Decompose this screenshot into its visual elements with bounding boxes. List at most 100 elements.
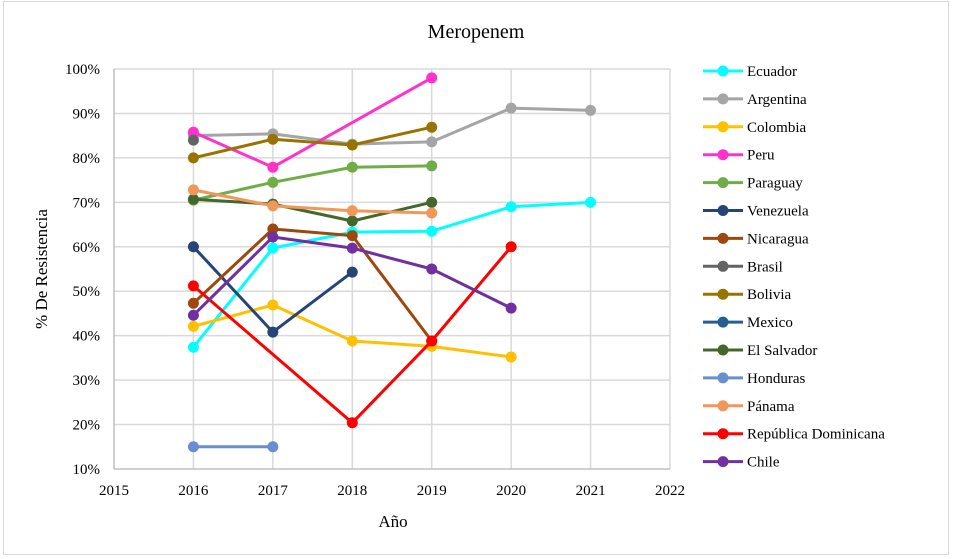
data-point (426, 335, 438, 347)
data-point (426, 207, 438, 219)
series-line (193, 125, 433, 160)
legend-label: Venezuela (747, 204, 809, 220)
legend-label: Mexico (747, 315, 793, 331)
legend-marker (717, 456, 729, 468)
legend-item: Brasil (703, 259, 783, 275)
y-tick-label: 80% (73, 151, 101, 167)
data-point (187, 309, 199, 321)
legend-item: Ecuador (703, 64, 797, 80)
data-point (346, 215, 358, 227)
data-point (187, 126, 199, 138)
legend-label: El Salvador (747, 343, 817, 359)
data-point (426, 72, 438, 84)
data-point (505, 241, 517, 253)
series-line (192, 245, 513, 425)
series-chile (187, 231, 517, 321)
x-tick-label: 2018 (337, 483, 367, 499)
legend-marker (717, 93, 729, 105)
y-tick-label: 60% (73, 240, 101, 256)
legend-marker (717, 177, 729, 189)
legend-item: Argentina (703, 92, 807, 108)
data-point (346, 335, 358, 347)
legend-marker (717, 288, 729, 300)
legend: Ecuador Argentina Colombia Peru Paraguay Vene… (703, 64, 885, 471)
legend-marker (717, 344, 729, 356)
data-point (346, 161, 358, 173)
data-point (346, 139, 358, 151)
data-point (267, 242, 279, 254)
y-tick-label: 70% (73, 195, 101, 211)
y-tick-label: 90% (73, 106, 101, 122)
data-point (505, 351, 517, 363)
data-point (585, 196, 597, 208)
y-tick-labels: 10% 20% 30% 40% 50% 60% 70% 80% 90% 100% (65, 62, 100, 478)
data-point (346, 230, 358, 242)
data-point (187, 241, 199, 253)
series-peru (187, 72, 438, 173)
legend-marker (717, 428, 729, 440)
legend-marker (717, 65, 729, 77)
series-el-salvador (187, 193, 438, 227)
legend-label: Nicaragua (747, 231, 809, 247)
y-tick-label: 50% (73, 284, 101, 300)
legend-item: Bolivia (703, 287, 792, 303)
legend-label: Ecuador (747, 64, 797, 80)
data-point (426, 196, 438, 208)
x-tick-label: 2019 (417, 483, 447, 499)
data-point (187, 152, 199, 164)
series-line (193, 106, 591, 146)
x-tick-label: 2021 (576, 483, 606, 499)
series-pánama (187, 184, 438, 219)
x-axis-title: Año (378, 512, 407, 531)
legend-item: Chile (703, 455, 780, 471)
data-point (267, 326, 279, 338)
y-tick-label: 40% (73, 329, 101, 345)
data-point (187, 320, 199, 332)
data-point (187, 341, 199, 353)
series-bolivia (187, 121, 438, 164)
data-point (267, 161, 279, 173)
chart-frame (3, 1, 949, 555)
data-point (505, 102, 517, 114)
y-axis-title: % De Resistencia (32, 209, 51, 329)
legend-marker (717, 205, 729, 216)
series-ecuador (187, 196, 597, 353)
data-point (187, 441, 199, 453)
data-point (187, 297, 199, 309)
x-tick-label: 2020 (496, 483, 526, 499)
data-point (346, 417, 358, 429)
legend-label: Honduras (747, 371, 805, 387)
y-tick-label: 20% (73, 418, 101, 434)
data-point (585, 104, 597, 116)
series-line (193, 188, 432, 215)
axes (113, 69, 670, 470)
legend-marker (717, 316, 729, 328)
data-point (505, 201, 517, 213)
series-group (187, 72, 597, 453)
data-point (426, 225, 438, 237)
data-point (187, 280, 199, 292)
legend-item: Venezuela (703, 204, 809, 220)
legend-label: Chile (747, 455, 780, 471)
legend-item: Nicaragua (703, 231, 809, 247)
data-point (426, 121, 438, 133)
legend-item: Mexico (703, 315, 793, 331)
data-point (187, 193, 199, 205)
series-line (192, 227, 433, 342)
x-tick-label: 2015 (99, 483, 129, 499)
legend-item: El Salvador (703, 343, 817, 359)
legend-label: Bolivia (747, 287, 792, 303)
data-point (267, 441, 279, 453)
legend-item: Pánama (703, 399, 795, 415)
series-república-dominicana (187, 241, 517, 429)
data-point (426, 263, 438, 275)
data-point (505, 302, 517, 314)
y-tick-label: 100% (65, 62, 100, 78)
series-line (192, 200, 591, 349)
legend-label: Brasil (747, 259, 783, 275)
data-point (346, 205, 358, 217)
series-line (193, 164, 432, 202)
legend-label: Argentina (747, 92, 807, 108)
legend-label: Paraguay (747, 176, 803, 192)
data-point (346, 266, 358, 278)
